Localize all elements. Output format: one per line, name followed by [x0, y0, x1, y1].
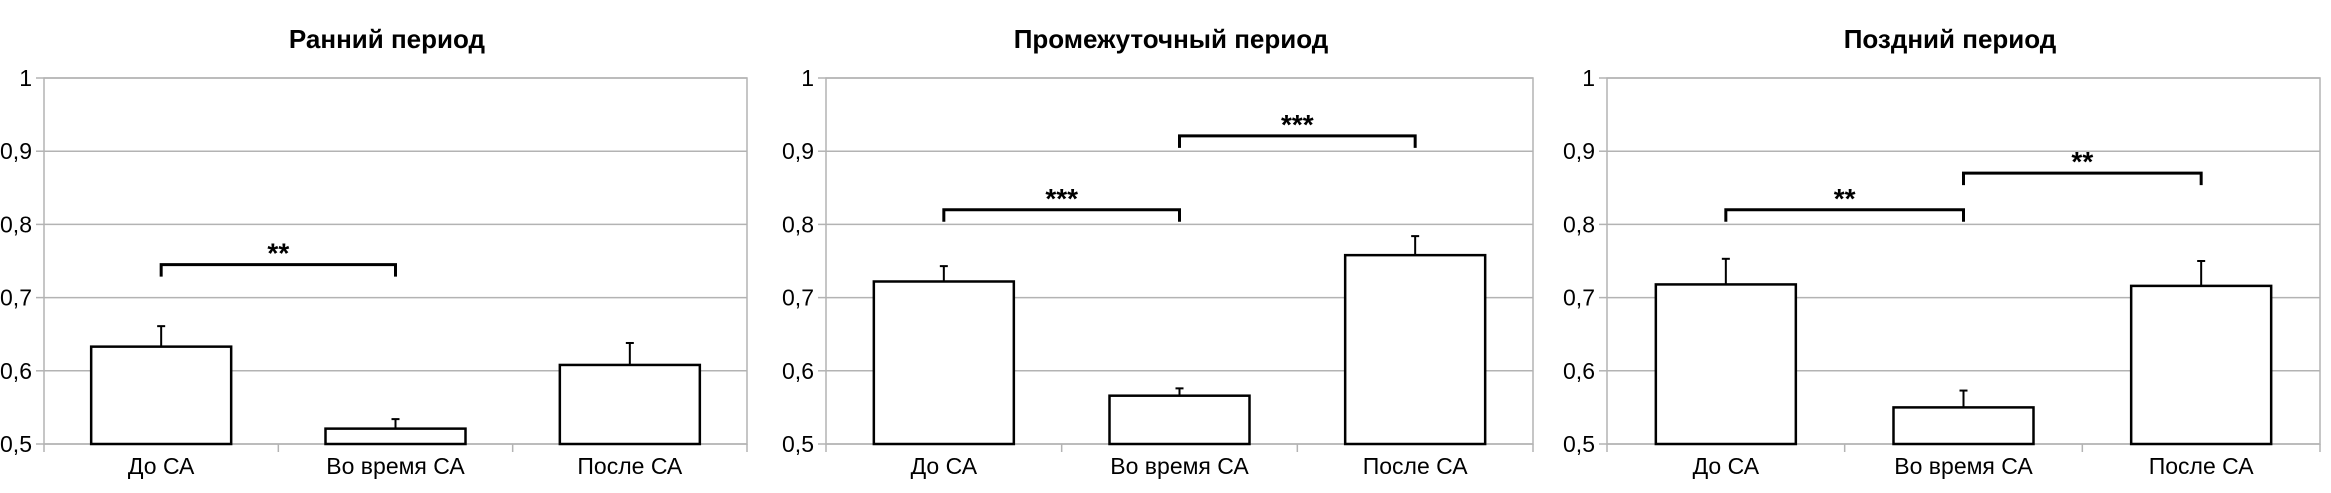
bar — [1108, 394, 1251, 446]
bar — [1892, 406, 2035, 446]
bar — [1654, 283, 1798, 446]
bar — [558, 363, 702, 446]
y-tick-label: 1 — [801, 65, 814, 91]
y-tick-label: 0,7 — [0, 285, 32, 311]
x-tick-label: Во время СА — [1110, 453, 1249, 479]
significance-bracket — [159, 263, 397, 277]
y-tick-label: 0,9 — [0, 138, 32, 164]
significance-label: ** — [2071, 146, 2093, 177]
y-tick-label: 0,7 — [1563, 285, 1595, 311]
y-tick-label: 1 — [19, 65, 32, 91]
chart-panel-3: Поздний период 0,5 0,6 0,7 0,8 0,9 1 До СА Во вр… — [1563, 24, 2321, 479]
chart-panel-2: Промежуточный период 0,5 0,6 0,7 0,8 0,9 1 До С… — [782, 24, 1534, 479]
y-tick-label: 0,5 — [782, 431, 814, 457]
x-tick-label: До СА — [128, 453, 195, 479]
x-tick-label: До СА — [911, 453, 978, 479]
y-tick-label: 0,6 — [1563, 358, 1595, 384]
y-tick-label: 0,8 — [782, 211, 814, 237]
x-tick-label: После СА — [2149, 453, 2255, 479]
y-tick-label: 1 — [1582, 65, 1595, 91]
y-tick-label: 0,8 — [1563, 211, 1595, 237]
y-tick-label: 0,9 — [782, 138, 814, 164]
bar — [872, 280, 1016, 446]
x-tick-label: После СА — [577, 453, 683, 479]
bar — [324, 427, 467, 446]
x-tick-label: До СА — [1693, 453, 1760, 479]
significance-bracket — [1178, 134, 1417, 148]
significance-bracket — [1724, 208, 1965, 222]
y-tick-label: 0,5 — [0, 431, 32, 457]
significance-label: *** — [1281, 109, 1314, 140]
x-tick-label: Во время СА — [326, 453, 465, 479]
y-tick-label: 0,8 — [0, 211, 32, 237]
y-tick-label: 0,9 — [1563, 138, 1595, 164]
y-tick-label: 0,6 — [0, 358, 32, 384]
bar — [1343, 253, 1487, 446]
significance-bracket — [1962, 171, 2203, 186]
chart-title: Поздний период — [1844, 24, 2057, 54]
y-tick-label: 0,7 — [782, 285, 814, 311]
x-tick-label: Во время СА — [1894, 453, 2033, 479]
y-tick-label: 0,5 — [1563, 431, 1595, 457]
significance-label: *** — [1045, 183, 1078, 214]
chart-title: Промежуточный период — [1014, 24, 1329, 54]
significance-label: ** — [267, 238, 289, 269]
chart-title: Ранний период — [289, 24, 486, 54]
significance-bracket — [942, 208, 1181, 222]
x-tick-label: После СА — [1363, 453, 1469, 479]
y-tick-label: 0,6 — [782, 358, 814, 384]
chart-panel-1: Ранний период 0,5 0,6 0,7 0,8 0,9 1 До СА Во вре… — [0, 24, 748, 479]
significance-label: ** — [1834, 183, 1856, 214]
bar — [89, 345, 233, 446]
bar — [2129, 284, 2273, 446]
